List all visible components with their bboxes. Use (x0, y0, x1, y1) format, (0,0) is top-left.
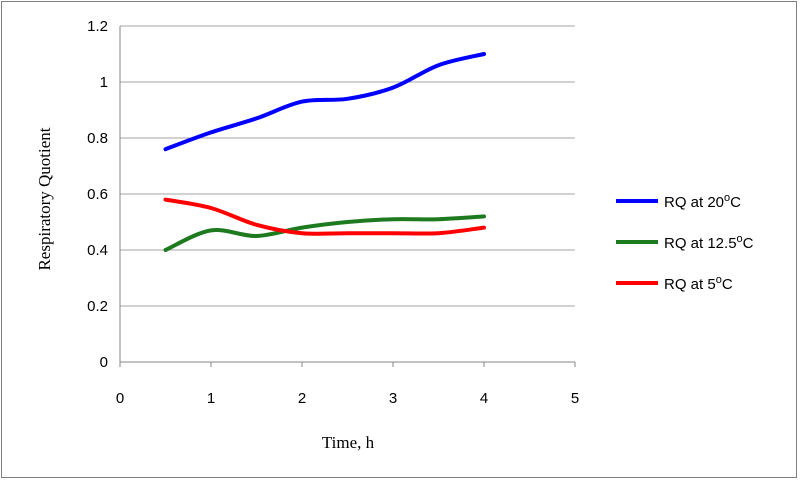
y-tick-label: 0.8 (87, 130, 108, 147)
legend-label-1: RQ at 12.5oC (664, 233, 754, 252)
x-tick-label: 3 (389, 390, 397, 407)
legend: RQ at 20oC RQ at 12.5oC RQ at 5oC (616, 192, 754, 293)
x-tick-label: 4 (480, 390, 488, 407)
y-axis-title: Respiratory Quotient (35, 127, 54, 270)
y-tick-label: 1 (100, 74, 108, 91)
tick-labels: 0 0.2 0.4 0.6 0.8 1 1.2 0 1 2 3 4 5 (87, 18, 579, 407)
y-tick-label: 0.6 (87, 186, 108, 203)
series-lines (163, 52, 486, 252)
series-line-0 (163, 52, 486, 152)
x-tick-label: 0 (116, 390, 124, 407)
x-tick-label: 5 (571, 390, 579, 407)
x-tick-label: 2 (298, 390, 306, 407)
gridlines (120, 25, 575, 307)
y-tick-label: 0.2 (87, 298, 108, 315)
series-line-2 (163, 197, 486, 236)
legend-label-0: RQ at 20oC (664, 192, 741, 211)
series-line-1 (163, 214, 486, 252)
x-tick-label: 1 (207, 390, 215, 407)
y-tick-label: 0 (100, 354, 108, 371)
y-tick-label: 1.2 (87, 18, 108, 35)
y-tick-label: 0.4 (87, 242, 108, 259)
legend-label-2: RQ at 5oC (664, 274, 733, 293)
x-axis-title: Time, h (322, 433, 375, 452)
axes (119, 26, 576, 367)
